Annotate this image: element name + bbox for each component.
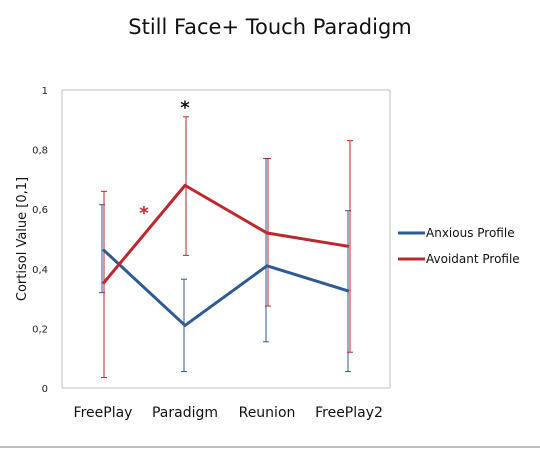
x-tick-label: FreePlay bbox=[74, 405, 133, 421]
x-tick-label: FreePlay2 bbox=[315, 405, 383, 421]
y-tick-label: 0,4 bbox=[32, 265, 48, 276]
y-axis-ticks: 0 0,2 0,4 0,6 0,8 1 bbox=[32, 86, 48, 395]
annotations: ** bbox=[139, 97, 190, 224]
significance-marker: * bbox=[139, 203, 149, 224]
chart-title: Still Face+ Touch Paradigm bbox=[128, 15, 412, 39]
error-bars bbox=[99, 116, 353, 379]
series-line bbox=[101, 183, 350, 285]
series-lines bbox=[101, 183, 350, 327]
significance-marker: * bbox=[180, 97, 190, 118]
plot-area bbox=[61, 89, 391, 389]
legend-label: Anxious Profile bbox=[426, 226, 515, 240]
y-tick-label: 0,8 bbox=[32, 146, 48, 157]
y-tick-label: 0,6 bbox=[32, 205, 48, 216]
x-tick-label: Reunion bbox=[239, 405, 296, 421]
y-tick-label: 0 bbox=[42, 384, 48, 395]
series-line bbox=[101, 248, 350, 327]
x-tick-label: Paradigm bbox=[152, 405, 218, 421]
y-axis-label: Cortisol Value [0,1] bbox=[15, 177, 30, 301]
legend: Anxious Profile Avoidant Profile bbox=[398, 226, 520, 266]
x-axis-ticks: FreePlay Paradigm Reunion FreePlay2 bbox=[74, 405, 383, 421]
legend-label: Avoidant Profile bbox=[426, 252, 520, 266]
y-tick-label: 1 bbox=[42, 86, 48, 97]
y-tick-label: 0,2 bbox=[32, 324, 48, 335]
